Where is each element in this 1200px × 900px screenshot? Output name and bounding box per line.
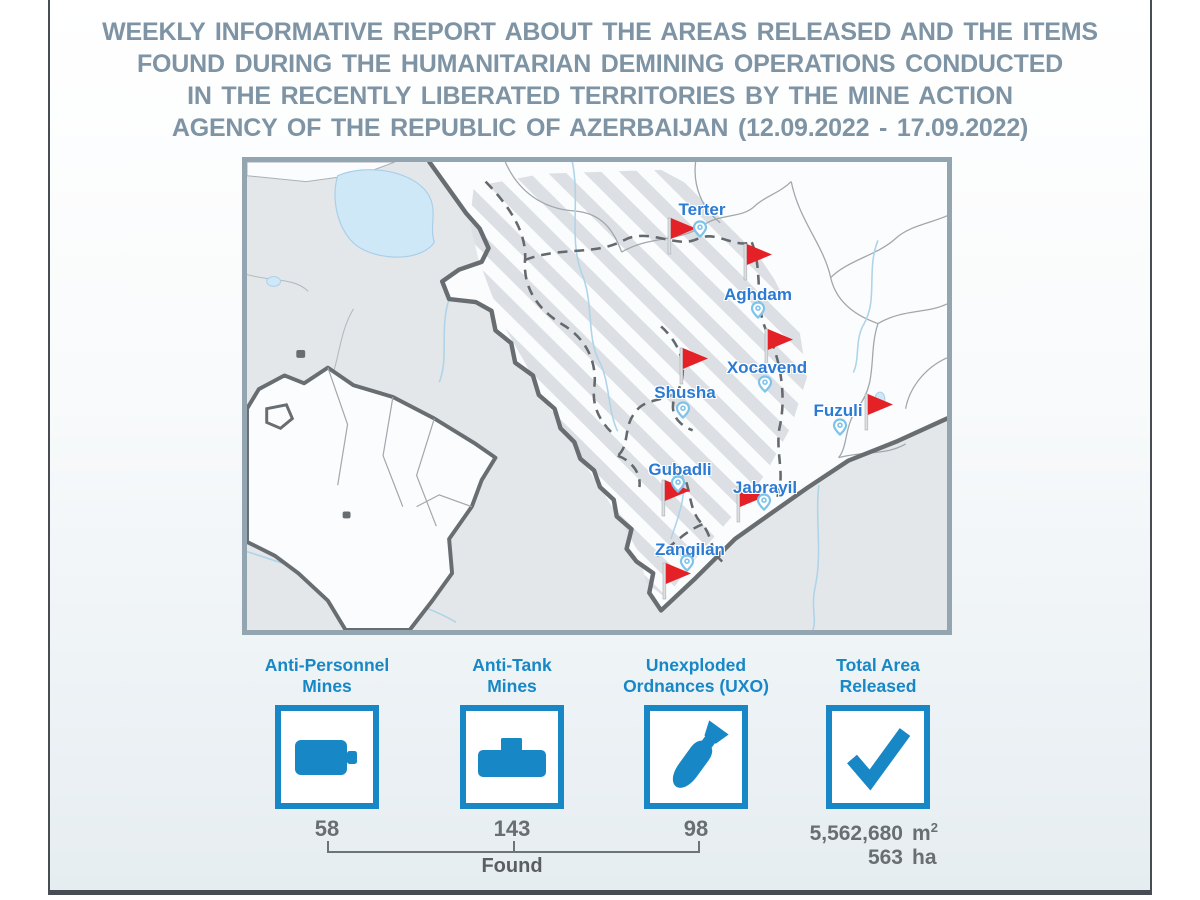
stat-label: Unexploded Ordnances (UXO) — [606, 655, 786, 697]
city-label-shusha: Shusha — [654, 383, 716, 402]
city-label-jabrayil: Jabrayil — [732, 478, 798, 497]
flag-icon — [679, 347, 709, 385]
anti-tank-mine-icon — [478, 738, 546, 777]
stat-label-line: Anti-Tank — [472, 655, 552, 675]
area-values: 5,562,680 m2 563 ha — [788, 816, 968, 870]
stat-anti-personnel-mines: Anti-Personnel Mines 58 — [237, 655, 417, 842]
stat-label-line: Unexploded — [645, 655, 747, 675]
stat-box — [826, 705, 930, 809]
city-label-xocavend: Xocavend — [726, 358, 808, 377]
title-line-2: FOUND DURING THE HUMANITARIAN DEMINING O… — [136, 50, 1064, 78]
stat-value: 58 — [314, 816, 340, 841]
bomb-icon — [672, 720, 729, 788]
map-pin-icon — [692, 220, 708, 238]
found-bracket — [327, 841, 700, 853]
checkmark-icon — [847, 728, 911, 791]
area-unit: ha — [912, 846, 937, 869]
flag-icon — [864, 393, 894, 431]
flag-icon — [743, 243, 773, 281]
area-value: 563 — [867, 846, 903, 869]
city-label-zangilan: Zangilan — [655, 540, 725, 559]
stat-label-line: Released — [839, 676, 917, 696]
stat-label-line: Total Area — [836, 655, 920, 675]
stat-value: 98 — [683, 816, 709, 841]
area-row-m2: 5,562,680 m2 — [788, 816, 942, 846]
stat-total-area-released: Total Area Released 5,562,680 m2 563 ha — [788, 655, 968, 870]
report-title: WEEKLY INFORMATIVE REPORT ABOUT THE AREA… — [50, 16, 1150, 144]
title-line-3: IN THE RECENTLY LIBERATED TERRITORIES BY… — [187, 82, 1013, 110]
map-pin-icon — [679, 554, 695, 572]
stat-unexploded-ordnances: Unexploded Ordnances (UXO) 98 — [606, 655, 786, 842]
map-pin-icon — [750, 301, 766, 319]
stat-box — [644, 705, 748, 809]
map-pin-icon — [757, 375, 773, 393]
stat-label-line: Mines — [487, 676, 537, 696]
stat-label: Total Area Released — [788, 655, 968, 697]
stat-box — [460, 705, 564, 809]
stat-label-line: Ordnances (UXO) — [623, 676, 769, 696]
city-label-gubadli: Gubadli — [648, 460, 712, 479]
map-pin-icon — [670, 475, 686, 493]
stat-box — [275, 705, 379, 809]
stat-label: Anti-Tank Mines — [422, 655, 602, 697]
found-bracket-tick — [513, 841, 515, 851]
area-row-ha: 563 ha — [788, 846, 942, 870]
city-label-fuzuli: Fuzuli — [813, 401, 863, 420]
city-label-terter: Terter — [678, 200, 726, 219]
city-label-aghdam: Aghdam — [724, 285, 792, 304]
stat-label: Anti-Personnel Mines — [237, 655, 417, 697]
stat-value: 143 — [493, 816, 531, 841]
map-pin-icon — [832, 418, 848, 436]
area-value: 5,562,680 — [809, 822, 903, 845]
map: Terter Aghdam Xocavend Shusha Fuzuli Gub… — [242, 157, 952, 635]
title-line-4: AGENCY OF THE REPUBLIC OF AZERBAIJAN (12… — [171, 114, 1029, 142]
stat-label-line: Mines — [302, 676, 352, 696]
stat-anti-tank-mines: Anti-Tank Mines 143 — [422, 655, 602, 842]
area-unit: m2 — [912, 820, 938, 845]
title-line-1: WEEKLY INFORMATIVE REPORT ABOUT THE AREA… — [102, 18, 1098, 46]
found-label: Found — [481, 855, 543, 877]
stat-label-line: Anti-Personnel — [264, 655, 390, 675]
map-pin-icon — [756, 493, 772, 511]
map-pin-icon — [675, 401, 691, 419]
anti-personnel-mine-icon — [295, 740, 357, 775]
map-graphic — [247, 162, 947, 630]
report-card: WEEKLY INFORMATIVE REPORT ABOUT THE AREA… — [48, 0, 1152, 895]
